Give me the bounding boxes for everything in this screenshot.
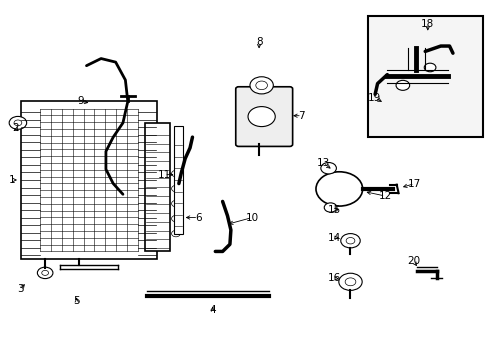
Text: 16: 16 — [327, 273, 340, 283]
Circle shape — [41, 270, 48, 275]
Circle shape — [14, 120, 22, 126]
Circle shape — [255, 81, 267, 90]
Circle shape — [171, 185, 180, 192]
Circle shape — [320, 162, 336, 174]
Circle shape — [171, 170, 180, 177]
Circle shape — [249, 77, 273, 94]
Circle shape — [9, 116, 27, 129]
Circle shape — [338, 273, 362, 291]
Circle shape — [395, 80, 409, 90]
Text: 19: 19 — [367, 93, 381, 103]
Text: 6: 6 — [195, 212, 201, 222]
FancyBboxPatch shape — [235, 87, 292, 147]
Text: 9: 9 — [77, 96, 84, 107]
Circle shape — [340, 234, 360, 248]
Text: 8: 8 — [255, 37, 262, 48]
Text: 3: 3 — [18, 284, 24, 294]
Text: 20: 20 — [407, 256, 419, 266]
Text: 13: 13 — [316, 158, 329, 168]
Circle shape — [171, 201, 180, 207]
Text: 12: 12 — [378, 191, 391, 201]
Text: 10: 10 — [245, 212, 258, 222]
Circle shape — [324, 203, 336, 212]
Text: 18: 18 — [420, 18, 433, 28]
Circle shape — [37, 267, 53, 279]
Circle shape — [171, 230, 180, 237]
Text: 4: 4 — [209, 305, 216, 315]
Circle shape — [247, 107, 275, 127]
Text: 5: 5 — [73, 296, 80, 306]
Text: 1: 1 — [9, 175, 15, 185]
Circle shape — [424, 63, 435, 72]
Circle shape — [171, 215, 180, 222]
Text: 2: 2 — [13, 123, 19, 133]
Text: 15: 15 — [327, 205, 340, 215]
Circle shape — [346, 238, 354, 244]
Circle shape — [315, 172, 362, 206]
Text: 17: 17 — [407, 179, 421, 189]
Bar — [21, 102, 157, 258]
Text: 7: 7 — [298, 111, 305, 121]
Bar — [144, 123, 170, 251]
Text: 11: 11 — [157, 170, 170, 180]
Bar — [368, 16, 482, 137]
Circle shape — [345, 278, 355, 286]
Text: 14: 14 — [327, 233, 340, 243]
Bar — [174, 126, 183, 234]
